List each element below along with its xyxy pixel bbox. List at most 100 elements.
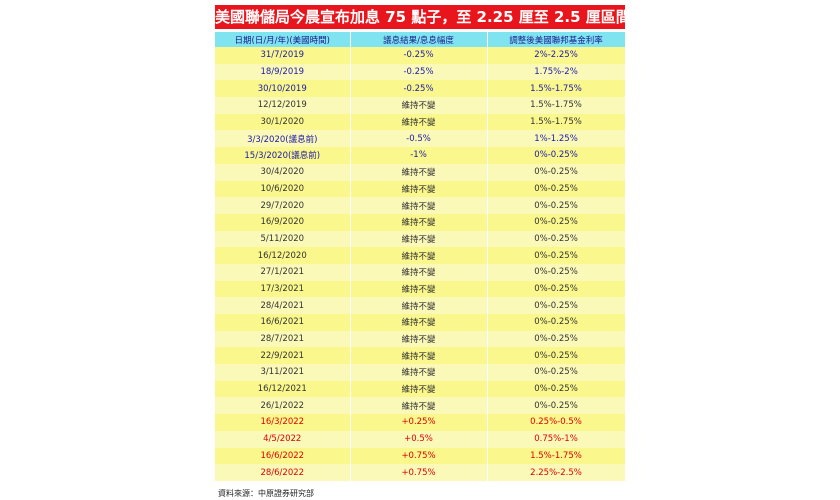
date-cell: 4/5/2022 [215,430,351,448]
date-cell: 17/3/2021 [215,280,351,298]
change-cell: -1% [350,147,488,164]
rate-cell: 1%-1.25% [487,130,626,148]
source-note: 資料來源：中原證券研究部 [218,489,314,498]
date-cell: 16/9/2020 [215,213,351,231]
table-row: 16/6/2022 +0.75% 1.5%-1.75% [215,447,626,465]
change-cell: +0.75% [350,464,488,481]
table-row: 12/12/2019 維持不變 1.5%-1.75% [215,97,626,114]
rate-cell: 0%-0.25% [487,314,626,331]
date-cell: 31/7/2019 [215,47,351,64]
rate-cell: 2%-2.25% [487,47,626,64]
rate-cell: 0%-0.25% [487,364,626,381]
rate-cell: 0%-0.25% [487,297,626,314]
table-row: 28/6/2022 +0.75% 2.25%-2.5% [215,464,626,481]
date-cell: 29/7/2020 [215,197,351,214]
table-row: 3/11/2021 維持不變 0%-0.25% [215,364,626,381]
change-cell: 維持不變 [350,163,488,181]
change-cell: 維持不變 [350,330,488,348]
date-cell: 3/11/2021 [215,364,351,381]
date-cell: 28/4/2021 [215,297,351,314]
table-row: 3/3/2020(議息前) -0.5% 1%-1.25% [215,130,626,148]
rate-column-header: 調整後美國聯邦基金利率 [487,32,626,47]
change-column-header: 議息結果/息息幅度 [350,32,488,47]
table-row: 16/9/2020 維持不變 0%-0.25% [215,213,626,231]
rate-cell: 0%-0.25% [487,213,626,231]
table-row: 31/7/2019 -0.25% 2%-2.25% [215,47,626,64]
change-cell: 維持不變 [350,380,488,398]
table-row: 10/6/2020 維持不變 0%-0.25% [215,180,626,198]
change-cell: -0.25% [350,63,488,81]
table-row: 17/3/2021 維持不變 0%-0.25% [215,280,626,298]
date-cell: 18/9/2019 [215,63,351,81]
date-cell: 26/1/2022 [215,397,351,415]
table-row: 28/7/2021 維持不變 0%-0.25% [215,330,626,348]
rate-cell: 0%-0.25% [487,197,626,214]
table-row: 30/1/2020 維持不變 1.5%-1.75% [215,113,626,131]
change-cell: 維持不變 [350,263,488,281]
table-row: 16/12/2021 維持不變 0%-0.25% [215,380,626,398]
change-cell: 維持不變 [350,280,488,298]
table-row: 27/1/2021 維持不變 0%-0.25% [215,263,626,281]
rate-cell: 1.75%-2% [487,63,626,81]
change-cell: 維持不變 [350,314,488,331]
change-cell: 維持不變 [350,97,488,114]
change-cell: -0.25% [350,47,488,64]
rate-cell: 0%-0.25% [487,247,626,264]
rate-cell: 0.75%-1% [487,430,626,448]
date-cell: 28/7/2021 [215,330,351,348]
change-cell: 維持不變 [350,113,488,131]
table-row: 22/9/2021 維持不變 0%-0.25% [215,347,626,365]
page-title: 美國聯儲局今晨宣布加息 75 點子，至 2.25 厘至 2.5 厘區間 [215,5,625,29]
rate-cell: 1.5%-1.75% [487,80,626,98]
rate-cell: 0%-0.25% [487,230,626,248]
date-cell: 30/1/2020 [215,113,351,131]
table-row: 15/3/2020(議息前) -1% 0%-0.25% [215,147,626,164]
rate-cell: 0%-0.25% [487,163,626,181]
date-cell: 16/12/2021 [215,380,351,398]
change-cell: 維持不變 [350,347,488,365]
date-cell: 30/10/2019 [215,80,351,98]
date-cell: 22/9/2021 [215,347,351,365]
date-cell: 16/12/2020 [215,247,351,264]
date-cell: 16/6/2022 [215,447,351,465]
rate-cell: 0.25%-0.5% [487,414,626,431]
rate-cell: 0%-0.25% [487,380,626,398]
date-cell: 16/6/2021 [215,314,351,331]
rate-history-table: 日期(日/月/年)(美國時間) 議息結果/息息幅度 調整後美國聯邦基金利率 31… [215,32,626,481]
change-cell: 維持不變 [350,297,488,314]
rate-cell: 1.5%-1.75% [487,97,626,114]
rate-cell: 0%-0.25% [487,263,626,281]
table-row: 16/3/2022 +0.25% 0.25%-0.5% [215,414,626,431]
table-row: 30/4/2020 維持不變 0%-0.25% [215,163,626,181]
change-cell: 維持不變 [350,180,488,198]
date-cell: 3/3/2020(議息前) [215,130,351,148]
change-cell: -0.25% [350,80,488,98]
change-cell: 維持不變 [350,230,488,248]
date-cell: 10/6/2020 [215,180,351,198]
change-cell: 維持不變 [350,364,488,381]
date-cell: 12/12/2019 [215,97,351,114]
change-cell: -0.5% [350,130,488,148]
rate-cell: 1.5%-1.75% [487,447,626,465]
change-cell: +0.75% [350,447,488,465]
date-column-header: 日期(日/月/年)(美國時間) [215,32,351,47]
table-row: 28/4/2021 維持不變 0%-0.25% [215,297,626,314]
date-cell: 15/3/2020(議息前) [215,147,351,164]
date-cell: 27/1/2021 [215,263,351,281]
rate-cell: 0%-0.25% [487,180,626,198]
table-row: 16/12/2020 維持不變 0%-0.25% [215,247,626,264]
table-header-row: 日期(日/月/年)(美國時間) 議息結果/息息幅度 調整後美國聯邦基金利率 [215,32,626,47]
change-cell: 維持不變 [350,213,488,231]
table-row: 26/1/2022 維持不變 0%-0.25% [215,397,626,415]
change-cell: +0.25% [350,414,488,431]
rate-cell: 0%-0.25% [487,347,626,365]
rate-cell: 1.5%-1.75% [487,113,626,131]
date-cell: 16/3/2022 [215,414,351,431]
change-cell: 維持不變 [350,397,488,415]
table-row: 29/7/2020 維持不變 0%-0.25% [215,197,626,214]
date-cell: 30/4/2020 [215,163,351,181]
date-cell: 28/6/2022 [215,464,351,481]
table-row: 4/5/2022 +0.5% 0.75%-1% [215,430,626,448]
date-cell: 5/11/2020 [215,230,351,248]
table-row: 5/11/2020 維持不變 0%-0.25% [215,230,626,248]
